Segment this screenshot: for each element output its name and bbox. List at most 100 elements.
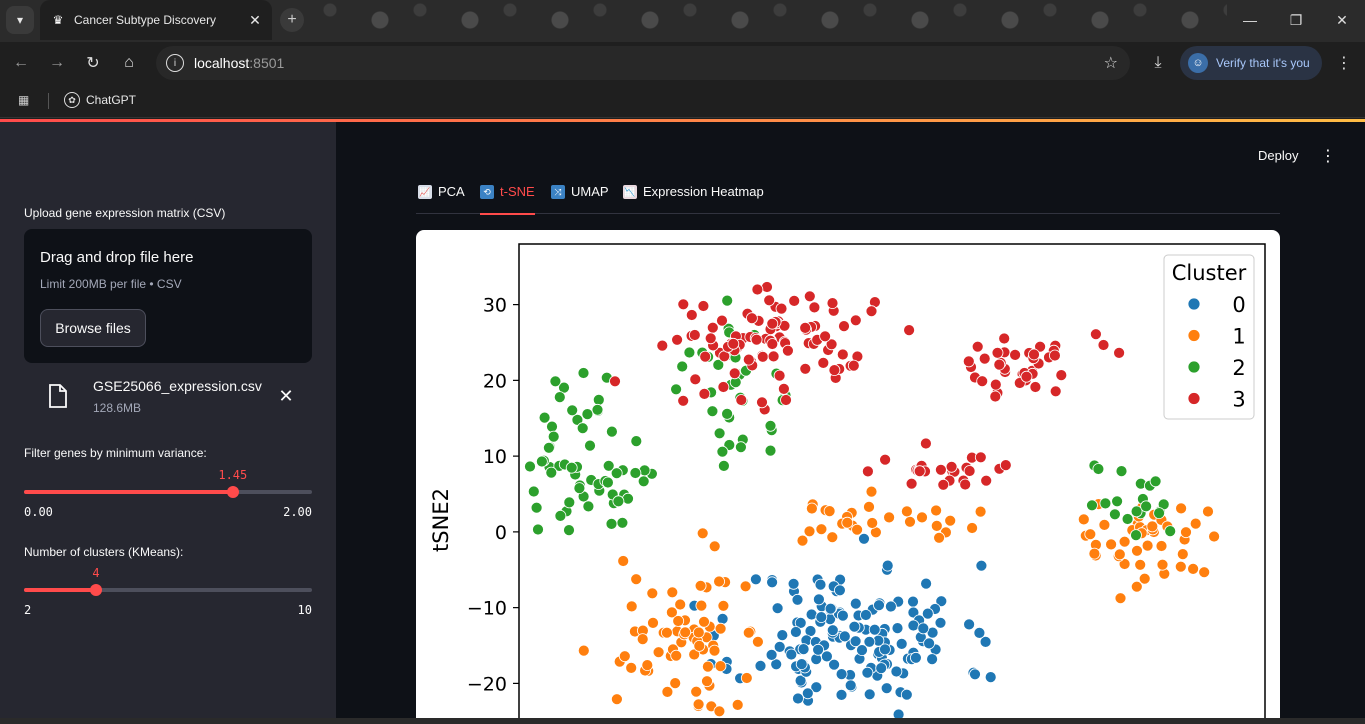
scatter-point-cluster-0 <box>844 679 857 692</box>
reload-button[interactable]: ↻ <box>80 50 106 76</box>
tab-expression-heatmap[interactable]: 📉 Expression Heatmap <box>623 184 764 214</box>
tsne-scatter-chart: 30 20 10 0 −10 −20 tSNE2 Cluster 0 1 2 3 <box>429 243 1266 724</box>
clusters-slider[interactable]: 4 2 10 <box>24 566 312 617</box>
scatter-point-cluster-3 <box>788 295 801 307</box>
browse-files-button[interactable]: Browse files <box>40 309 146 347</box>
scatter-point-cluster-1 <box>1187 562 1199 575</box>
scatter-point-cluster-0 <box>920 577 933 590</box>
scatter-point-cluster-2 <box>1115 465 1128 478</box>
scatter-point-cluster-3 <box>962 355 975 368</box>
legend-title: Cluster <box>1172 261 1247 285</box>
close-icon[interactable]: ✕ <box>249 11 261 28</box>
scatter-point-cluster-3 <box>716 314 728 327</box>
scatter-point-cluster-2 <box>1111 495 1123 508</box>
y-axis-ticks: 30 20 10 0 −10 −20 <box>467 295 519 695</box>
scatter-point-cluster-3 <box>993 358 1006 371</box>
legend: Cluster 0 1 2 3 <box>1163 254 1255 420</box>
scatter-point-cluster-3 <box>717 381 730 393</box>
minimize-button[interactable]: — <box>1227 0 1273 40</box>
browser-tab[interactable]: ♛ Cancer Subtype Discovery ✕ <box>40 0 272 40</box>
legend-label-cluster-0: 0 <box>1232 293 1245 317</box>
scatter-point-cluster-2 <box>713 427 726 440</box>
scatter-point-cluster-0 <box>771 602 784 615</box>
bookmark-star-icon[interactable]: ☆ <box>1103 55 1118 72</box>
scatter-point-cluster-1 <box>1131 544 1143 557</box>
scatter-point-cluster-1 <box>841 516 854 529</box>
scatter-point-cluster-3 <box>847 359 860 372</box>
variance-slider[interactable]: 1.45 0.00 2.00 <box>24 468 312 519</box>
legend-marker-cluster-3 <box>1187 392 1201 405</box>
app-menu-button[interactable]: ⋮ <box>1320 144 1336 168</box>
scatter-point-cluster-3 <box>1113 347 1125 359</box>
scatter-point-cluster-1 <box>1155 540 1168 552</box>
scatter-point-cluster-1 <box>1138 572 1151 585</box>
variance-slider-thumb[interactable] <box>226 486 239 498</box>
scatter-point-cluster-3 <box>879 453 892 466</box>
scatter-point-cluster-3 <box>766 317 779 330</box>
scatter-point-cluster-3 <box>971 340 984 353</box>
scatter-point-cluster-3 <box>1028 348 1040 361</box>
legend-box <box>1163 254 1255 420</box>
verify-identity-button[interactable]: ☺ Verify that it's you <box>1180 46 1322 80</box>
scatter-point-cluster-0 <box>900 688 913 701</box>
downloads-button[interactable]: ⤓ <box>1145 50 1171 76</box>
scatter-point-cluster-2 <box>1149 475 1162 488</box>
variance-slider-track[interactable] <box>24 486 312 498</box>
back-button[interactable]: ← <box>8 50 34 76</box>
scatter-point-cluster-2 <box>612 495 625 508</box>
scatter-point-cluster-1 <box>625 600 638 613</box>
scatter-point-cluster-1 <box>1118 558 1131 570</box>
scatter-point-cluster-1 <box>916 511 928 524</box>
scatter-point-cluster-0 <box>863 635 876 648</box>
scatter-point-cluster-0 <box>975 559 988 572</box>
forward-button[interactable]: → <box>44 50 70 76</box>
clusters-slider-thumb[interactable] <box>90 584 102 596</box>
scatter-point-cluster-3 <box>781 344 794 357</box>
home-button[interactable]: ⌂ <box>116 50 142 76</box>
dropzone-title: Drag and drop file here <box>40 249 194 266</box>
new-tab-button[interactable]: + <box>280 8 304 32</box>
scatter-point-cluster-2 <box>610 467 623 480</box>
sidebar: Upload gene expression matrix (CSV) Drag… <box>0 122 336 724</box>
address-bar[interactable]: i localhost:8501 ☆ <box>156 46 1130 80</box>
scatter-point-cluster-3 <box>704 332 717 345</box>
scatter-point-cluster-0 <box>815 611 828 624</box>
file-icon <box>49 384 67 408</box>
scatter-point-cluster-1 <box>701 660 714 673</box>
scatter-point-cluster-2 <box>545 466 558 479</box>
restore-button[interactable]: ❐ <box>1273 0 1319 40</box>
tab-umap[interactable]: ⤨ UMAP <box>551 184 609 214</box>
scatter-point-cluster-1 <box>1146 520 1159 533</box>
scatter-point-cluster-3 <box>903 324 916 336</box>
tab-search-button[interactable]: ▾ <box>6 6 34 34</box>
file-dropzone[interactable]: Drag and drop file here Limit 200MB per … <box>24 229 312 363</box>
deploy-button[interactable]: Deploy <box>1258 148 1299 163</box>
tab-pca[interactable]: 📈 PCA <box>418 184 465 214</box>
scatter-point-cluster-0 <box>826 624 839 637</box>
scatter-point-cluster-2 <box>1109 508 1121 521</box>
scatter-point-cluster-2 <box>630 435 643 448</box>
scatter-point-cluster-0 <box>789 626 802 638</box>
tab-tsne[interactable]: ⟲ t-SNE <box>480 184 535 215</box>
scatter-point-cluster-2 <box>602 459 615 472</box>
clusters-slider-track[interactable] <box>24 584 312 596</box>
horizontal-scrollbar[interactable] <box>0 718 1365 724</box>
apps-grid-icon[interactable]: ▦ <box>18 93 30 107</box>
scatter-point-cluster-3 <box>677 394 690 407</box>
browser-menu-button[interactable]: ⋮ <box>1332 50 1356 76</box>
scatter-point-cluster-2 <box>637 475 650 488</box>
tab-label: UMAP <box>571 184 609 199</box>
scatter-point-cluster-0 <box>766 576 779 589</box>
scatter-point-cluster-3 <box>989 378 1002 391</box>
site-info-icon[interactable]: i <box>166 54 184 72</box>
scatter-point-cluster-1 <box>714 660 727 673</box>
remove-file-button[interactable]: ✕ <box>276 384 296 408</box>
scatter-point-cluster-0 <box>921 607 934 620</box>
close-window-button[interactable]: ✕ <box>1319 0 1365 40</box>
scatter-point-cluster-0 <box>856 644 868 657</box>
browser-toolbar: ← → ↻ ⌂ i localhost:8501 ☆ ⤓ ☺ Verify th… <box>0 42 1365 84</box>
bookmark-chatgpt[interactable]: ✿ ChatGPT <box>64 92 136 108</box>
scatter-point-cluster-1 <box>610 693 623 706</box>
scatter-point-cluster-0 <box>770 658 783 671</box>
scatter-point-cluster-2 <box>1099 497 1112 510</box>
